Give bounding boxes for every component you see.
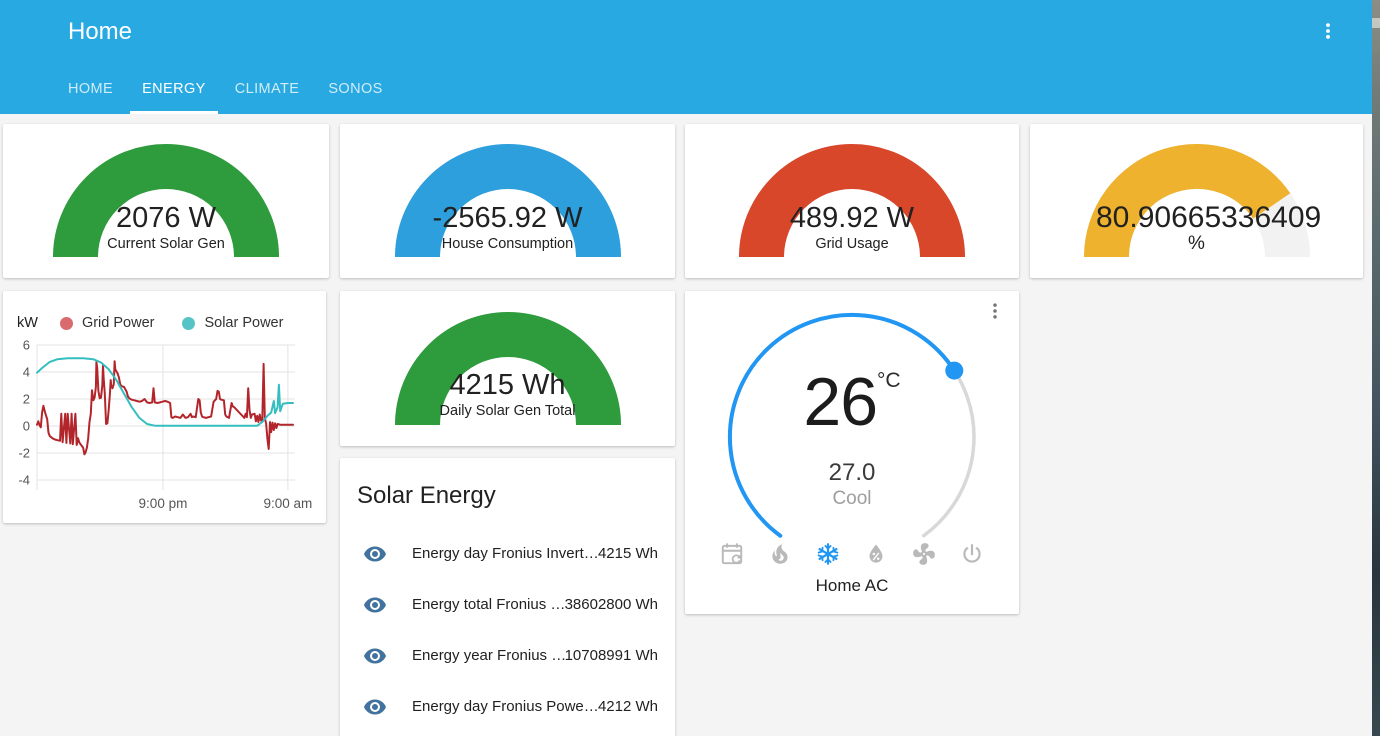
gauge-arc	[53, 144, 279, 258]
svg-text:2: 2	[23, 392, 30, 407]
target-temperature: 27.0	[828, 459, 876, 486]
history-graph-card[interactable]: kW Grid Power Solar Power 6 4 2 0 -2 -4 9:00 p…	[3, 291, 326, 523]
gauge-text: 489.92 W Grid Usage	[685, 202, 1019, 258]
entity-name: Energy total Fronius …	[412, 596, 565, 613]
gauge-value: 4215 Wh	[449, 369, 566, 401]
solar-energy-card: Solar Energy Energy day Fronius Invert… …	[340, 458, 675, 736]
gauge-text: 80.90665336409 % Battery	[1030, 202, 1363, 258]
legend-item-grid-power[interactable]: Grid Power	[59, 315, 155, 331]
gauge-card-house-consumption[interactable]: -2565.92 W House Consumption	[340, 124, 675, 278]
gauge-text: 4215 Wh Daily Solar Gen Total	[340, 369, 675, 425]
svg-text:-2: -2	[18, 446, 30, 461]
legend-label: Solar Power	[204, 315, 284, 331]
desktop-edge-notch	[1372, 18, 1380, 28]
water-percent-icon[interactable]	[863, 541, 889, 567]
svg-text:9:00 am: 9:00 am	[263, 496, 312, 511]
svg-text:4: 4	[23, 365, 30, 380]
eye-icon	[363, 695, 387, 719]
gauge-card-grid-usage[interactable]: 489.92 W Grid Usage	[685, 124, 1019, 278]
solar-power-legend-dot	[182, 316, 196, 330]
entity-value: 38602800 Wh	[564, 596, 658, 613]
page-title: Home	[68, 18, 133, 45]
gauge-value: 2076 W	[116, 202, 216, 234]
gauge-text: 2076 W Current Solar Gen	[3, 202, 329, 258]
list-item[interactable]: Energy day Fronius Powe… 4212 Wh	[340, 681, 675, 732]
fan-icon[interactable]	[911, 541, 937, 567]
gauge-arc	[1083, 144, 1310, 258]
view-tabs: HOME ENERGY CLIMATE SONOS	[56, 66, 400, 114]
fire-icon[interactable]	[767, 541, 793, 567]
hvac-mode-label: Cool	[832, 488, 872, 509]
chart-y-unit: kW	[17, 315, 38, 331]
entity-list: Energy day Fronius Invert… 4215 Wh Energ…	[340, 528, 675, 732]
list-item[interactable]: Energy total Fronius … 38602800 Wh	[340, 579, 675, 630]
hvac-mode-buttons	[719, 541, 985, 567]
thermostat-dial[interactable]	[722, 307, 982, 567]
entity-value: 4212 Wh	[597, 698, 658, 715]
eye-icon	[363, 644, 387, 668]
gauge-label: Battery	[1030, 254, 1363, 258]
temperature-unit: °C	[877, 369, 901, 392]
gauge-arc	[739, 144, 965, 258]
tab-energy[interactable]: ENERGY	[130, 66, 218, 114]
legend-label: Grid Power	[81, 315, 155, 331]
gauge-value: 489.92 W	[789, 202, 915, 234]
calendar-sync-icon[interactable]	[719, 541, 745, 567]
svg-text:-4: -4	[18, 473, 30, 488]
gauge-label: Current Solar Gen	[107, 236, 225, 252]
thermostat-name: Home AC	[815, 576, 889, 595]
entity-name: Energy year Fronius …	[412, 647, 565, 664]
power-history-chart: 6 4 2 0 -2 -4 9:00 pm 9:00 am	[18, 338, 312, 512]
grid-power-legend-dot	[59, 316, 73, 330]
svg-text:6: 6	[23, 338, 30, 353]
entity-value: 10708991 Wh	[564, 647, 658, 664]
gauge-label: Daily Solar Gen Total	[439, 403, 576, 419]
gauge-card-daily-solar-total[interactable]: 4215 Wh Daily Solar Gen Total	[340, 291, 675, 446]
thermostat-menu-icon[interactable]	[985, 301, 1005, 321]
gauge-text: -2565.92 W House Consumption	[340, 202, 675, 258]
overflow-menu-icon[interactable]	[1318, 21, 1338, 41]
legend-item-solar-power[interactable]: Solar Power	[182, 315, 283, 331]
tab-home[interactable]: HOME	[68, 81, 114, 97]
entity-name: Energy day Fronius Invert…	[412, 545, 598, 562]
tab-sonos[interactable]: SONOS	[328, 81, 383, 97]
gauge-unit: %	[1188, 233, 1205, 254]
list-item[interactable]: Energy day Fronius Invert… 4215 Wh	[340, 528, 675, 579]
eye-icon	[363, 593, 387, 617]
desktop-edge-strip	[1372, 0, 1380, 736]
tab-climate[interactable]: CLIMATE	[234, 81, 300, 97]
entity-name: Energy day Fronius Powe…	[412, 698, 598, 715]
gauge-arc	[394, 144, 621, 258]
svg-text:0: 0	[23, 419, 30, 434]
entity-value: 4215 Wh	[597, 545, 658, 562]
gauge-label: Grid Usage	[815, 236, 889, 252]
current-temperature: 26°C	[803, 364, 901, 440]
gauge-arc	[394, 312, 621, 426]
gauge-card-current-solar-gen[interactable]: 2076 W Current Solar Gen	[3, 124, 329, 278]
list-item[interactable]: Energy year Fronius … 10708991 Wh	[340, 630, 675, 681]
eye-icon	[363, 542, 387, 566]
gauge-value: -2565.92 W	[432, 202, 583, 234]
app-header: Home HOME ENERGY CLIMATE SONOS	[0, 0, 1372, 114]
chart-legend: kW Grid Power Solar Power	[17, 315, 318, 331]
svg-text:9:00 pm: 9:00 pm	[139, 496, 188, 511]
snowflake-icon[interactable]	[815, 541, 841, 567]
gauge-label: House Consumption	[441, 236, 574, 252]
gauge-value: 80.90665336409	[1096, 202, 1322, 234]
power-icon[interactable]	[959, 541, 985, 567]
dial-handle[interactable]	[945, 361, 964, 380]
gauge-card-battery-percent[interactable]: 80.90665336409 % Battery	[1030, 124, 1363, 278]
card-title: Solar Energy	[357, 482, 496, 509]
thermostat-card[interactable]: 26°C 27.0 Cool Home AC	[685, 291, 1019, 614]
